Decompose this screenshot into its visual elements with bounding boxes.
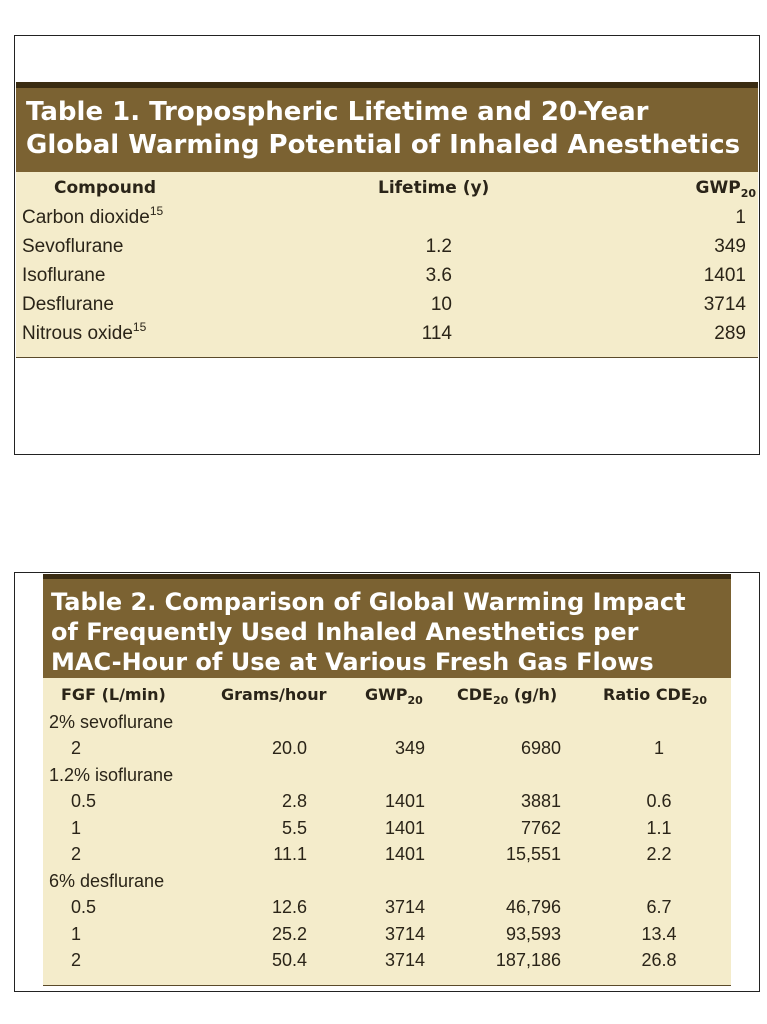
table1-header-gwp: GWP20 (695, 178, 756, 200)
table2-cell-gwp: 1401 (384, 844, 425, 864)
table2-cell-cde: 187,186 (495, 950, 561, 970)
table2-row: 1 25.2 3714 93,593 13.4 (43, 921, 731, 948)
table2-header-ratio: Ratio CDE20 (603, 685, 708, 707)
table2-title-line2: of Frequently Used Inhaled Anesthetics p… (51, 618, 639, 646)
table2-cell-cde: 3881 (520, 791, 561, 811)
table1-row: Isoflurane 3.6 1401 (16, 261, 758, 290)
table2-title: Table 2. Comparison of Global Warming Im… (43, 574, 731, 678)
table2-header-fgf: FGF (L/min) (61, 685, 166, 704)
table1-header-compound: Compound (54, 178, 157, 198)
table2-title-line1: Table 2. Comparison of Global Warming Im… (51, 588, 686, 616)
table1-cell-lifetime: 10 (430, 294, 452, 315)
table1-cell-lifetime: 1.2 (425, 236, 452, 257)
table2-cell-cde: 7762 (520, 817, 561, 838)
table2-cell-ratio: 1 (653, 738, 664, 758)
table1-row: Sevoflurane 1.2 349 (16, 232, 758, 261)
table1-cell-gwp: 3714 (703, 294, 746, 315)
table2-row: 2 50.4 3714 187,186 26.8 (43, 947, 731, 974)
table1-rows: Carbon dioxide15 1 Sevoflurane 1.2 349 Isoflu… (16, 203, 758, 348)
table1-cell-compound: Nitrous oxide15 (22, 320, 147, 344)
table1-row: Nitrous oxide15 114 289 (16, 319, 758, 348)
table2-cell-gwp: 3714 (384, 897, 425, 917)
table2-header-gwp: GWP20 (365, 685, 423, 707)
table2-cell-fgf: 1 (71, 817, 82, 838)
table2-cell-gwp: 1401 (384, 791, 425, 811)
table2-body: FGF (L/min) Grams/hour GWP20 CDE20 (g/h)… (43, 678, 731, 986)
table1-row: Carbon dioxide15 1 (16, 203, 758, 232)
table1-cell-lifetime: 114 (421, 323, 452, 344)
table1-header-row: Compound Lifetime (y) GWP20 (16, 174, 758, 203)
table1-cell-gwp: 289 (714, 323, 746, 344)
table2-cell-grams: 11.1 (273, 844, 307, 864)
table2-cell-grams: 12.6 (271, 897, 307, 917)
table2-header-cde: CDE20 (g/h) (457, 685, 558, 707)
table2-cell-fgf: 2 (71, 844, 82, 864)
table1-title-line2: Global Warming Potential of Inhaled Anes… (26, 130, 741, 160)
table1-cell-gwp: 1 (735, 207, 746, 228)
table2-group-label: 6% desflurane (49, 870, 165, 891)
table1-body: Compound Lifetime (y) GWP20 Carbon dioxi… (16, 172, 758, 358)
table2-cell-fgf: 1 (71, 923, 82, 944)
table2-group-row: 6% desflurane (43, 868, 731, 895)
table2-rows: 2% sevoflurane 2 20.0 349 6980 1 1.2% isoflura… (43, 709, 731, 974)
table2-group-row: 2% sevoflurane (43, 709, 731, 736)
table1-cell-gwp: 349 (714, 236, 746, 257)
table2-cell-fgf: 0.5 (71, 791, 97, 811)
table2-cell-ratio: 1.1 (646, 817, 672, 838)
table1-title: Table 1. Tropospheric Lifetime and 20-Ye… (16, 82, 758, 172)
table2-cell-gwp: 3714 (384, 950, 425, 970)
table2-cell-cde: 93,593 (505, 923, 561, 944)
table2-cell-ratio: 26.8 (641, 950, 677, 970)
table2-header-row: FGF (L/min) Grams/hour GWP20 CDE20 (g/h)… (43, 682, 731, 709)
table2-cell-gwp: 349 (394, 738, 425, 758)
table2-cell-gwp: 3714 (384, 923, 425, 944)
table2-cell-grams: 25.2 (271, 923, 307, 944)
table2-cell-fgf: 2 (71, 738, 82, 758)
table2-cell-fgf: 0.5 (71, 897, 97, 917)
table2-title-line3: MAC-Hour of Use at Various Fresh Gas Flo… (51, 648, 654, 676)
table2-cell-cde: 6980 (520, 738, 561, 758)
table2-group-row: 1.2% isoflurane (43, 762, 731, 789)
footnote-ref: 15 (132, 320, 147, 334)
table2-row: 0.5 2.8 1401 3881 0.6 (43, 788, 731, 815)
table2-row: 1 5.5 1401 7762 1.1 (43, 815, 731, 842)
table2-group-label: 1.2% isoflurane (49, 764, 174, 785)
table2-cell-ratio: 2.2 (646, 844, 672, 864)
table1-cell-compound: Carbon dioxide15 (22, 204, 164, 228)
table1-cell-compound: Sevoflurane (22, 236, 124, 257)
table1-cell-compound: Desflurane (22, 294, 114, 315)
table2-header-grams: Grams/hour (221, 685, 327, 704)
table2-row: 0.5 12.6 3714 46,796 6.7 (43, 894, 731, 921)
table2-cell-fgf: 2 (71, 950, 82, 970)
table2-cell-gwp: 1401 (384, 817, 425, 838)
table2-row: 2 20.0 349 6980 1 (43, 735, 731, 762)
table1-row: Desflurane 10 3714 (16, 290, 758, 319)
table2-group-label: 2% sevoflurane (49, 711, 174, 732)
table2-cell-cde: 15,551 (505, 844, 561, 864)
table1: Table 1. Tropospheric Lifetime and 20-Ye… (16, 82, 758, 358)
table2-cell-cde: 46,796 (505, 897, 561, 917)
table1-cell-lifetime: 3.6 (425, 265, 452, 286)
table1-title-line1: Table 1. Tropospheric Lifetime and 20-Ye… (26, 97, 649, 127)
footnote-ref: 15 (149, 204, 164, 218)
table2-cell-ratio: 13.4 (641, 923, 677, 944)
table2-cell-ratio: 0.6 (646, 791, 672, 811)
table2-cell-grams: 50.4 (271, 950, 307, 970)
table2-row: 2 11.1 1401 15,551 2.2 (43, 841, 731, 868)
table1-header-lifetime: Lifetime (y) (378, 178, 490, 198)
table2-cell-grams: 2.8 (281, 791, 307, 811)
table2-cell-grams: 20.0 (271, 738, 307, 758)
table1-cell-compound: Isoflurane (22, 265, 106, 286)
table2: Table 2. Comparison of Global Warming Im… (43, 574, 731, 986)
table2-cell-grams: 5.5 (281, 817, 307, 838)
table1-cell-gwp: 1401 (703, 265, 746, 286)
table2-cell-ratio: 6.7 (646, 897, 672, 917)
